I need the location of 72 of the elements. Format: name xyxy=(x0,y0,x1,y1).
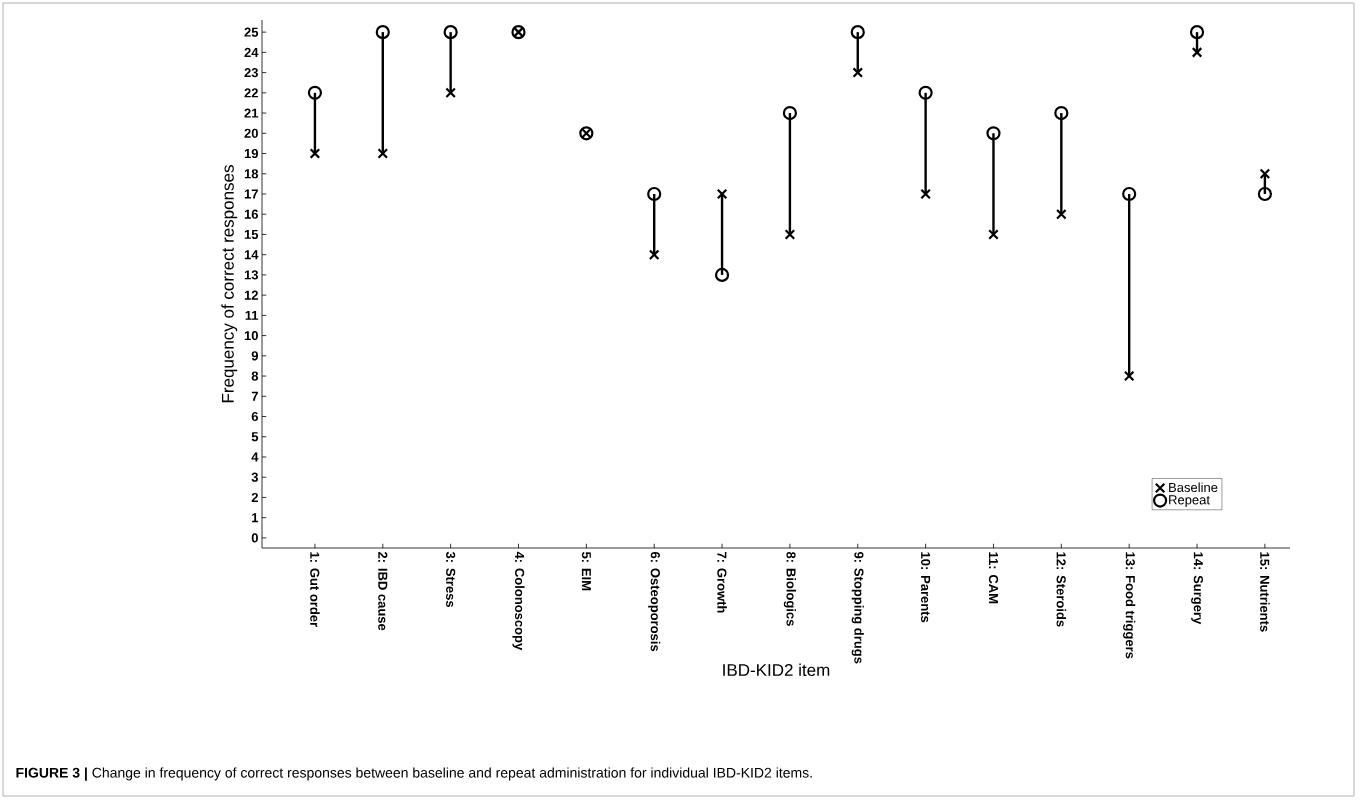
y-tick-label: 0 xyxy=(251,533,258,543)
point xyxy=(1123,370,1135,382)
point xyxy=(377,148,389,159)
y-tick-label: 4 xyxy=(251,452,259,462)
x-tick-label: 8: Biologics xyxy=(783,551,796,626)
y-axis-title: Frequency of correct responses xyxy=(221,165,238,403)
point xyxy=(1055,208,1067,220)
point xyxy=(852,67,864,78)
point xyxy=(1257,186,1272,202)
y-tick-label: 16 xyxy=(244,209,259,219)
x-tick-label: 11: CAM xyxy=(988,552,999,604)
x-tick-label: 7: Growth xyxy=(717,552,727,613)
point xyxy=(1191,47,1203,58)
y-tick-label: 12 xyxy=(244,290,258,300)
x-tick-label: 5: EIM xyxy=(581,551,591,591)
x-tick-label: 15: Nutrients xyxy=(1260,552,1270,632)
point xyxy=(648,249,660,261)
y-tick-label: 6 xyxy=(251,411,259,422)
point xyxy=(1189,25,1205,40)
point xyxy=(714,267,730,282)
y-tick-label: 17 xyxy=(244,189,258,199)
y-tick-label: 13 xyxy=(244,270,259,280)
point xyxy=(445,87,456,99)
y-tick-label: 15 xyxy=(244,229,259,239)
x-tick-label: 14: Surgery xyxy=(1191,552,1203,625)
y-tick-label: 11 xyxy=(245,310,259,320)
legend-label: Repeat xyxy=(1169,495,1210,508)
point xyxy=(716,188,728,200)
y-tick-label: 22 xyxy=(244,88,258,98)
x-tick-label: 10: Parents xyxy=(921,552,931,623)
x-tick-label: 3: Stress xyxy=(446,551,456,608)
x-tick-label: 2: IBD cause xyxy=(378,551,388,631)
x-tick-label: 4: Colonoscopy xyxy=(512,551,525,651)
point xyxy=(920,188,931,200)
x-tick-label: 13: Food triggers xyxy=(1123,552,1136,659)
point xyxy=(782,105,798,121)
point xyxy=(647,186,662,202)
x-tick-label: 12: Steroids xyxy=(1056,552,1067,627)
x-tick-label: 1: Gut order xyxy=(310,552,320,627)
y-tick-label: 14 xyxy=(244,250,259,260)
x-axis-title: IBD-KID2 item xyxy=(723,663,830,677)
y-tick-label: 19 xyxy=(244,148,258,159)
y-tick-label: 18 xyxy=(244,169,259,179)
y-tick-label: 5 xyxy=(251,432,259,442)
point xyxy=(784,229,796,240)
text: FIGURE 3 | Change in frequency of correct responses between baseline and repeat administration for individual IBD-KID2 items. xyxy=(16,767,812,781)
y-tick-label: 20 xyxy=(244,128,258,138)
point xyxy=(850,25,865,40)
point xyxy=(309,148,321,159)
point xyxy=(443,25,458,40)
y-tick-label: 2 xyxy=(251,492,258,502)
y-tick-label: 21 xyxy=(244,108,259,118)
point xyxy=(1259,168,1271,180)
y-tick-label: 7 xyxy=(251,391,258,401)
x-tick-label: 6: Osteoporosis xyxy=(648,552,661,652)
point xyxy=(918,85,933,100)
y-tick-label: 10 xyxy=(244,330,258,341)
point xyxy=(1054,105,1069,121)
y-tick-label: 8 xyxy=(251,371,259,381)
y-tick-label: 25 xyxy=(244,27,259,37)
point xyxy=(986,126,1001,141)
point xyxy=(375,25,390,40)
legend-label: Baseline xyxy=(1169,482,1218,492)
point xyxy=(307,85,323,100)
y-tick-label: 9 xyxy=(251,351,258,361)
y-tick-label: 23 xyxy=(244,67,259,78)
point xyxy=(988,229,999,240)
point xyxy=(1122,186,1137,202)
y-tick-label: 3 xyxy=(251,472,259,482)
y-tick-label: 1 xyxy=(252,513,259,523)
y-tick-label: 24 xyxy=(244,47,259,57)
x-tick-label: 9: Stopping drugs xyxy=(851,551,864,664)
